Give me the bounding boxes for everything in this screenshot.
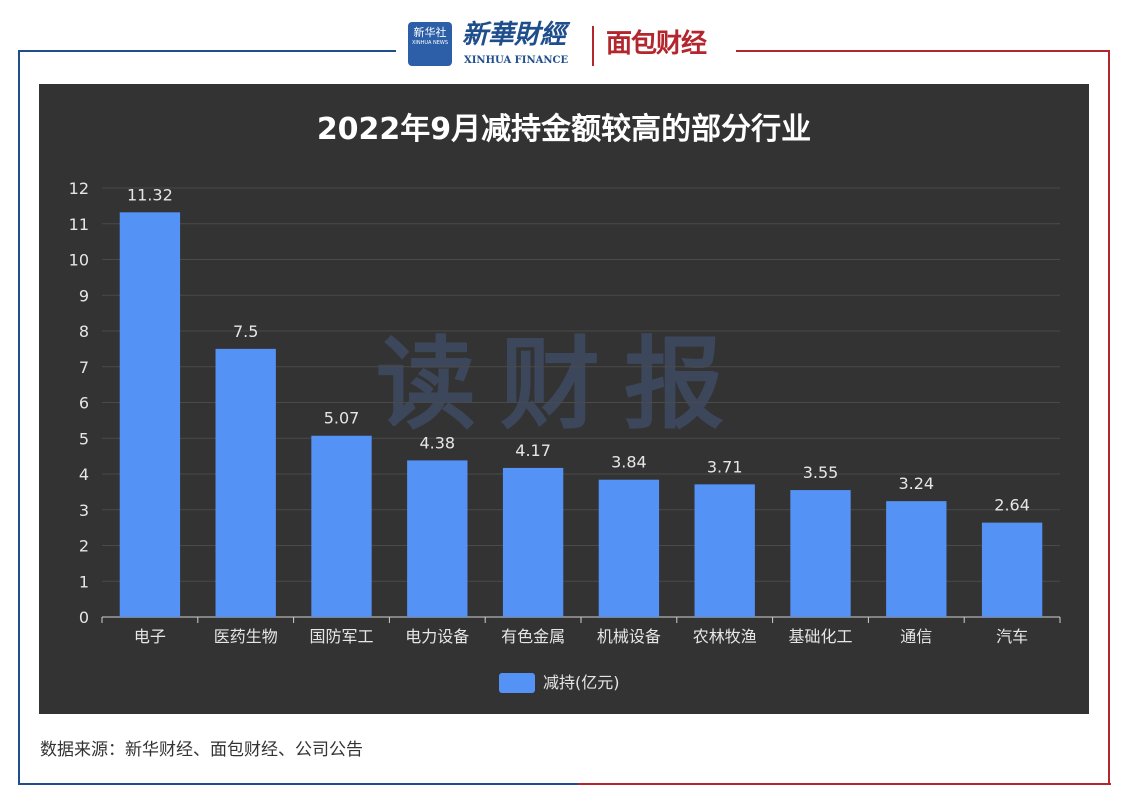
x-tick-label: 电子: [134, 627, 166, 646]
xinhua-badge-en: XINHUA NEWS: [411, 40, 449, 46]
x-tick-label: 有色金属: [501, 627, 565, 646]
legend-label[interactable]: 减持(亿元): [543, 673, 620, 692]
data-source-note: 数据来源：新华财经、面包财经、公司公告: [40, 740, 363, 760]
x-tick-label: 机械设备: [597, 627, 661, 646]
chart-title: 2022年9月减持金额较高的部分行业: [316, 112, 812, 147]
y-tick-label: 6: [79, 394, 89, 413]
y-tick-label: 1: [79, 572, 89, 591]
frame-top-right-border: [736, 50, 1110, 52]
mianbao-finance-logo: 面包财经: [606, 29, 707, 59]
y-tick-label: 11: [69, 215, 89, 234]
data-label: 2.64: [994, 496, 1030, 515]
xinhua-badge-text: 新华社: [413, 26, 447, 39]
bar: [981, 522, 1043, 617]
data-label: 11.32: [127, 185, 173, 204]
legend-swatch[interactable]: [499, 673, 535, 693]
data-label: 3.24: [898, 474, 934, 493]
frame-right-border: [1108, 50, 1110, 785]
bar: [886, 501, 947, 617]
y-tick-label: 2: [79, 537, 89, 556]
y-tick-label: 3: [79, 501, 89, 520]
bar: [694, 484, 755, 617]
x-tick-label: 农林牧渔: [693, 627, 757, 646]
watermark: 读财报: [376, 326, 748, 443]
xinhua-finance-logo-cn: 新華財經: [462, 20, 567, 50]
bar: [215, 348, 276, 617]
bar: [119, 212, 181, 617]
xinhua-news-logo: 新华社 XINHUA NEWS: [408, 22, 452, 66]
frame-bottom-right-border: [578, 783, 1111, 785]
frame-bottom-left-border: [18, 783, 578, 785]
y-tick-label: 10: [69, 251, 89, 270]
bar: [790, 490, 851, 617]
x-tick-label: 医药生物: [214, 627, 278, 646]
frame-top-left-border: [18, 50, 396, 52]
x-tick-label: 国防军工: [309, 627, 373, 646]
frame-left-border: [18, 50, 20, 785]
y-tick-label: 9: [79, 286, 89, 305]
data-label: 4.38: [419, 433, 455, 452]
bar: [311, 435, 372, 617]
xinhua-finance-logo-en: XINHUA FINANCE: [464, 55, 569, 66]
data-label: 7.5: [233, 322, 258, 341]
bar: [407, 460, 468, 617]
y-tick-label: 0: [79, 608, 89, 627]
data-label: 5.07: [324, 409, 360, 428]
x-tick-label: 基础化工: [788, 627, 852, 646]
y-tick-label: 4: [79, 465, 89, 484]
y-tick-label: 7: [79, 358, 89, 377]
x-tick-label: 汽车: [996, 627, 1028, 646]
data-label: 3.71: [707, 457, 743, 476]
y-tick-label: 12: [69, 179, 89, 198]
x-tick-label: 通信: [900, 627, 932, 646]
header-logos: 新华社 XINHUA NEWS 新華財經 XINHUA FINANCE 面包财经: [404, 18, 732, 70]
bar: [502, 467, 564, 617]
data-label: 4.17: [515, 441, 551, 460]
x-tick-label: 电力设备: [405, 627, 469, 646]
y-tick-label: 5: [79, 429, 89, 448]
data-label: 3.55: [803, 463, 839, 482]
data-label: 3.84: [611, 453, 647, 472]
bar: [598, 479, 660, 617]
y-tick-label: 8: [79, 322, 89, 341]
logo-divider: [592, 26, 594, 66]
